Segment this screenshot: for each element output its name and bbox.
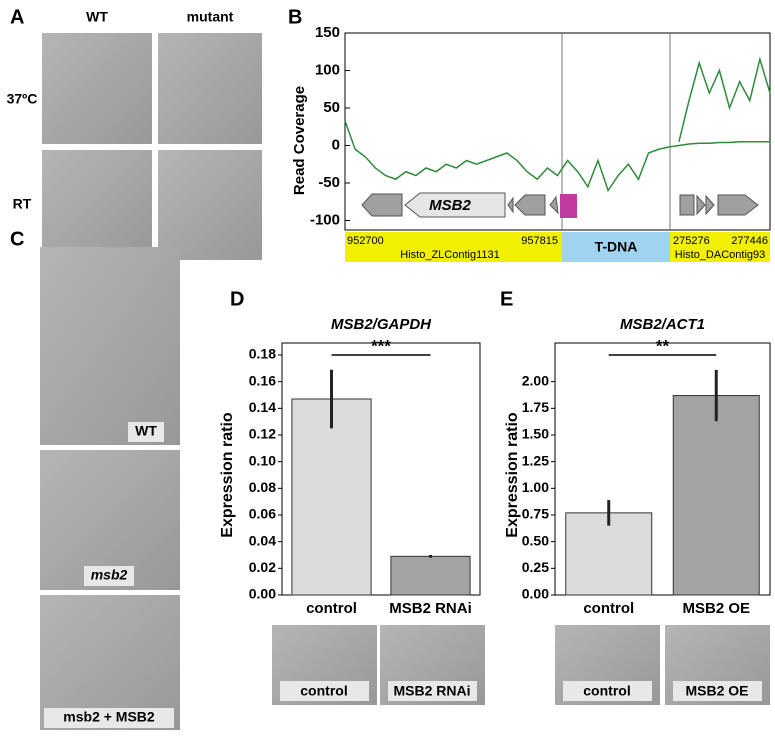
region-end: 957815 [521, 235, 558, 247]
y-axis-label: Read Coverage [291, 86, 308, 195]
bar [291, 398, 372, 596]
y-tick-label: 0.00 [522, 586, 549, 602]
y-tick-label: -100 [310, 211, 340, 228]
micrograph [40, 247, 180, 445]
y-tick-label: 1.25 [522, 452, 549, 468]
region [562, 232, 670, 262]
caption-box [563, 681, 652, 701]
panel-label: E [500, 288, 513, 310]
y-tick-label: 0.14 [249, 399, 276, 415]
micrograph [158, 150, 262, 260]
caption: MSB2 OE [685, 683, 748, 699]
x-tick-label: control [306, 600, 357, 617]
y-tick-label: 1.00 [522, 479, 549, 495]
bar [565, 512, 653, 596]
caption-box [44, 708, 174, 728]
chart-title: MSB2/ACT1 [620, 316, 705, 333]
y-tick-label: 0 [332, 136, 340, 153]
caption-box [673, 681, 762, 701]
plot-frame [554, 342, 771, 596]
caption: msb2 [91, 567, 128, 583]
row-label: 37ºC [7, 91, 38, 107]
coverage-line [344, 120, 770, 193]
x-tick-label: MSB2 RNAi [389, 600, 472, 617]
x-tick-label: MSB2 OE [682, 600, 750, 617]
t-dna-insert [560, 194, 577, 218]
panel-label: A [10, 6, 24, 28]
bar [672, 395, 760, 596]
y-tick-label: 150 [315, 24, 340, 41]
panel-label: B [288, 6, 302, 28]
caption: WT [135, 423, 157, 439]
y-tick-label: 0.02 [249, 559, 276, 575]
y-axis-label: Expression ratio [219, 412, 236, 538]
caption-box [280, 681, 369, 701]
caption-box [84, 566, 134, 586]
region-name: Histo_DAContig93 [675, 249, 766, 261]
micrograph [40, 595, 180, 730]
region-name: Histo_ZLContig1131 [400, 249, 499, 261]
micrograph [158, 33, 262, 144]
row-label: RT [13, 196, 32, 212]
micrograph [42, 33, 152, 144]
significance: *** [371, 336, 391, 355]
gene-label: MSB2 [429, 197, 471, 214]
panel-label: D [230, 288, 244, 310]
y-tick-label: -50 [318, 174, 340, 191]
y-tick-label: 0.16 [249, 372, 276, 388]
caption: msb2 + MSB2 [63, 709, 155, 725]
caption-box [128, 422, 164, 442]
y-axis-label: Expression ratio [504, 412, 521, 538]
y-tick-label: 0.10 [249, 452, 276, 468]
region-name: T-DNA [595, 239, 638, 255]
x-tick-label: control [583, 600, 634, 617]
region-start: 952700 [347, 235, 384, 247]
y-tick-label: 0.04 [249, 532, 276, 548]
y-tick-label: 100 [315, 61, 340, 78]
y-tick-label: 2.00 [522, 372, 549, 388]
y-tick-label: 1.50 [522, 426, 549, 442]
plot-frame [344, 32, 771, 231]
y-tick-label: 0.08 [249, 479, 276, 495]
gene-track [361, 192, 759, 218]
panel-label: C [10, 228, 24, 250]
column-label: WT [86, 9, 108, 25]
significance: ** [656, 336, 670, 355]
y-tick-label: 0.12 [249, 426, 276, 442]
micrograph [42, 150, 152, 260]
caption: control [300, 683, 347, 699]
y-tick-label: 0.75 [522, 506, 549, 522]
region [345, 232, 562, 262]
y-tick-label: 0.06 [249, 506, 276, 522]
caption-box [388, 681, 477, 701]
plot-frame [281, 342, 481, 596]
coverage-line [678, 56, 771, 142]
column-label: mutant [187, 9, 234, 25]
region [670, 232, 770, 262]
y-tick-label: 0.18 [249, 346, 276, 362]
y-tick-label: 1.75 [522, 399, 549, 415]
bar [390, 555, 471, 596]
region-start: 275276 [673, 235, 710, 247]
chart-title: MSB2/GAPDH [331, 316, 432, 333]
y-tick-label: 0.25 [522, 559, 549, 575]
y-tick-label: 0.50 [522, 532, 549, 548]
y-tick-label: 50 [323, 99, 340, 116]
caption: MSB2 RNAi [393, 683, 470, 699]
y-tick-label: 0.00 [249, 586, 276, 602]
caption: control [583, 683, 630, 699]
region-end: 277446 [731, 235, 768, 247]
